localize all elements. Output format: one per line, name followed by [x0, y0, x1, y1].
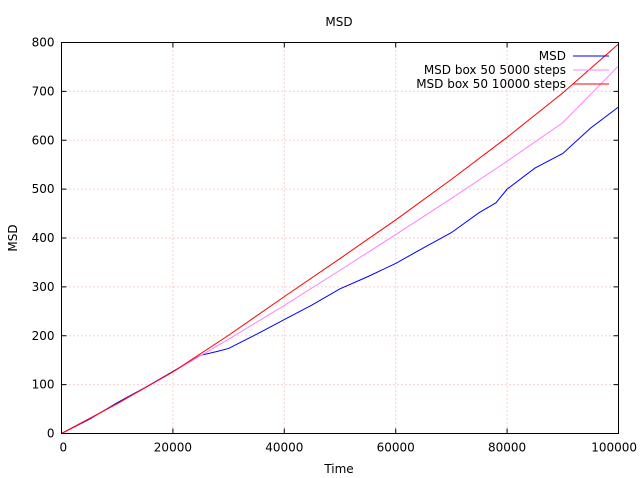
y-tick-label: 600 [32, 133, 55, 147]
y-tick-label: 400 [32, 231, 55, 245]
y-tick-label: 300 [32, 280, 55, 294]
x-tick-label: 20000 [154, 441, 192, 455]
x-axis-label: Time [323, 462, 353, 476]
series-line-3 [61, 43, 619, 434]
axis-ticks: 0 20000 40000 60000 80000 100000 0 100 200 300 400… [32, 36, 637, 455]
y-tick-label: 700 [32, 84, 55, 98]
x-tick-label: 60000 [377, 441, 415, 455]
plot-frame [61, 42, 619, 434]
legend-label-1: MSD [539, 49, 566, 63]
x-tick-label: 40000 [265, 441, 303, 455]
legend-label-3: MSD box 50 10000 steps [416, 77, 566, 91]
y-axis-label: MSD [6, 224, 20, 251]
chart-title: MSD [325, 15, 352, 29]
legend-label-2: MSD box 50 5000 steps [424, 63, 566, 77]
y-tick-label: 100 [32, 378, 55, 392]
y-tick-label: 800 [32, 36, 55, 50]
series-line-2 [61, 65, 619, 434]
y-tick-label: 0 [47, 427, 55, 441]
y-tick-label: 200 [32, 329, 55, 343]
x-tick-label: 80000 [488, 441, 526, 455]
grid [61, 42, 619, 434]
series-lines [61, 43, 619, 434]
x-tick-label: 0 [60, 441, 68, 455]
x-tick-label: 100000 [591, 441, 637, 455]
y-tick-label: 500 [32, 182, 55, 196]
